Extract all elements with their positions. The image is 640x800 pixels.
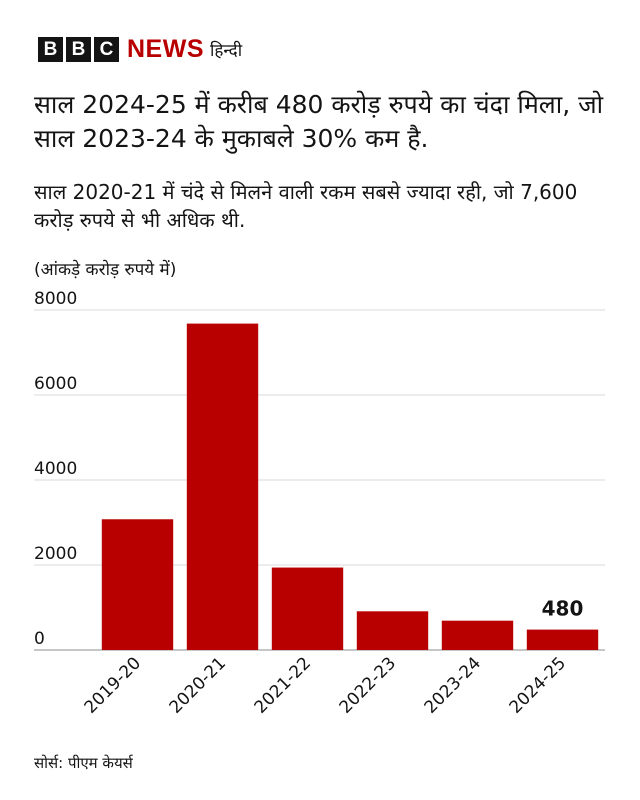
brand-logo: B B C NEWS हिन्दी [38,34,243,63]
x-tick-label: 2020-21 [166,653,230,717]
data-label: 480 [542,597,584,621]
news-wordmark: NEWS [127,34,204,63]
headline: साल 2024-25 में करीब 480 करोड़ रुपये का … [34,90,604,153]
x-tick-label: 2023-24 [421,653,485,717]
language-label: हिन्दी [210,40,243,61]
bar [271,567,344,650]
source-note: सोर्स: पीएम केयर्स [34,754,133,772]
bbc-block-c: C [94,36,119,62]
x-tick-label: 2021-22 [251,653,315,717]
bar [356,611,429,650]
unit-note: (आंकड़े करोड़ रुपये में) [34,260,177,280]
bar [101,519,174,650]
x-tick-label: 2019-20 [81,653,145,717]
bbc-logo: B B C [38,36,119,62]
y-tick-label: 8000 [34,289,77,309]
bbc-block-b1: B [38,36,63,62]
bbc-block-b2: B [66,36,91,62]
bar [526,629,599,650]
y-tick-label: 0 [34,629,45,649]
x-tick-label: 2024-25 [506,653,570,717]
y-tick-label: 4000 [34,459,77,479]
bar [186,323,259,650]
bar [441,620,514,650]
subheadline: साल 2020-21 में चंदे से मिलने वाली रकम स… [34,180,578,232]
y-tick-label: 2000 [34,544,77,564]
x-tick-label: 2022-23 [336,653,400,717]
y-tick-label: 6000 [34,374,77,394]
